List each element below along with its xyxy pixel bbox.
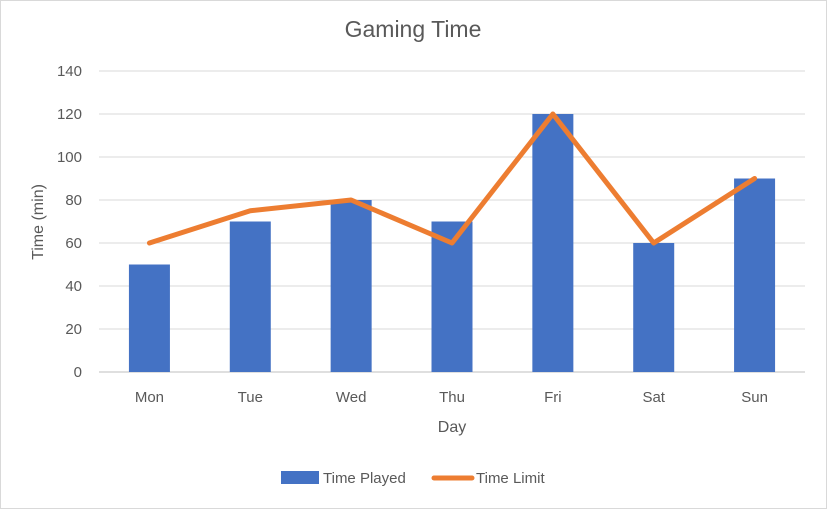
series-line [146,111,758,246]
y-tick-label: 100 [57,149,82,166]
x-tick-label: Sun [741,389,768,406]
chart-title: Gaming Time [345,16,482,42]
legend-label: Time Limit [476,470,545,487]
bar-series [128,114,776,372]
y-tick-label: 40 [65,278,82,295]
x-tick-label: Fri [544,389,562,406]
x-tick-label: Mon [135,389,164,406]
bar [431,221,473,372]
x-tick-label: Sat [642,389,665,406]
legend-label: Time Played [323,470,406,487]
bar [229,221,271,372]
y-tick-label: 60 [65,235,82,252]
bar [633,243,675,372]
y-tick-label: 20 [65,321,82,338]
bar [128,264,170,372]
bar [330,200,372,372]
legend-swatch-bar [281,471,319,484]
x-axis-title: Day [438,419,466,436]
y-tick-label: 140 [57,63,82,80]
x-tick-label: Tue [238,389,263,406]
y-axis-ticks: 0 20 40 60 80 100 120 140 [57,63,82,381]
x-tick-label: Thu [439,389,465,406]
y-tick-label: 0 [74,364,82,381]
bar [734,178,776,372]
x-tick-label: Wed [336,389,367,406]
y-axis-title: Time (min) [30,184,47,260]
line-series [146,111,758,246]
x-axis-ticks: Mon Tue Wed Thu Fri Sat Sun [135,389,768,406]
y-tick-label: 80 [65,192,82,209]
bar [532,114,574,372]
legend: Time Played Time Limit [281,470,545,487]
y-tick-label: 120 [57,106,82,123]
